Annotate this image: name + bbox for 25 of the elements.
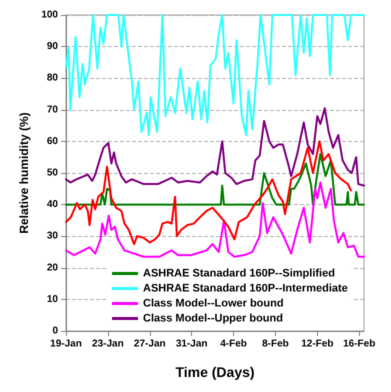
y-tick-label: 20 bbox=[46, 262, 58, 274]
x-tick-label: 8-Feb bbox=[262, 338, 289, 350]
x-tick-label: 31-Jan bbox=[176, 338, 208, 350]
y-tick-label: 50 bbox=[46, 168, 58, 178]
legend-label: ASHRAE Stanadard 160P--Simplified bbox=[143, 268, 335, 280]
x-axis-title: Time (Days) bbox=[175, 364, 255, 380]
x-tick-label: 16-Feb bbox=[343, 338, 376, 350]
legend-label: Class Model--Lower bound bbox=[143, 298, 284, 310]
y-tick-label: 10 bbox=[46, 294, 58, 305]
legend-label: ASHRAE Stanadard 160P--Intermediate bbox=[143, 282, 348, 294]
y-tick-label: 90 bbox=[46, 41, 58, 52]
y-tick-label: 70 bbox=[46, 104, 58, 116]
x-tick-label: 27-Jan bbox=[134, 338, 166, 350]
y-tick-label: 80 bbox=[46, 72, 58, 84]
y-axis-title: Relative humidity (%) bbox=[17, 112, 31, 234]
y-tick-label: 60 bbox=[46, 136, 58, 147]
x-tick-label: 19-Jan bbox=[50, 338, 82, 350]
x-tick-label: 12-Feb bbox=[301, 338, 334, 350]
y-tick-label: 40 bbox=[46, 199, 58, 210]
y-tick-label: 30 bbox=[46, 230, 58, 242]
x-tick-label: 4-Feb bbox=[220, 338, 247, 350]
x-tick-label: 23-Jan bbox=[92, 338, 124, 350]
y-tick-label: 100 bbox=[41, 10, 58, 20]
legend-label: Class Model--Upper bound bbox=[143, 312, 283, 324]
y-tick-label: 0 bbox=[52, 326, 58, 336]
